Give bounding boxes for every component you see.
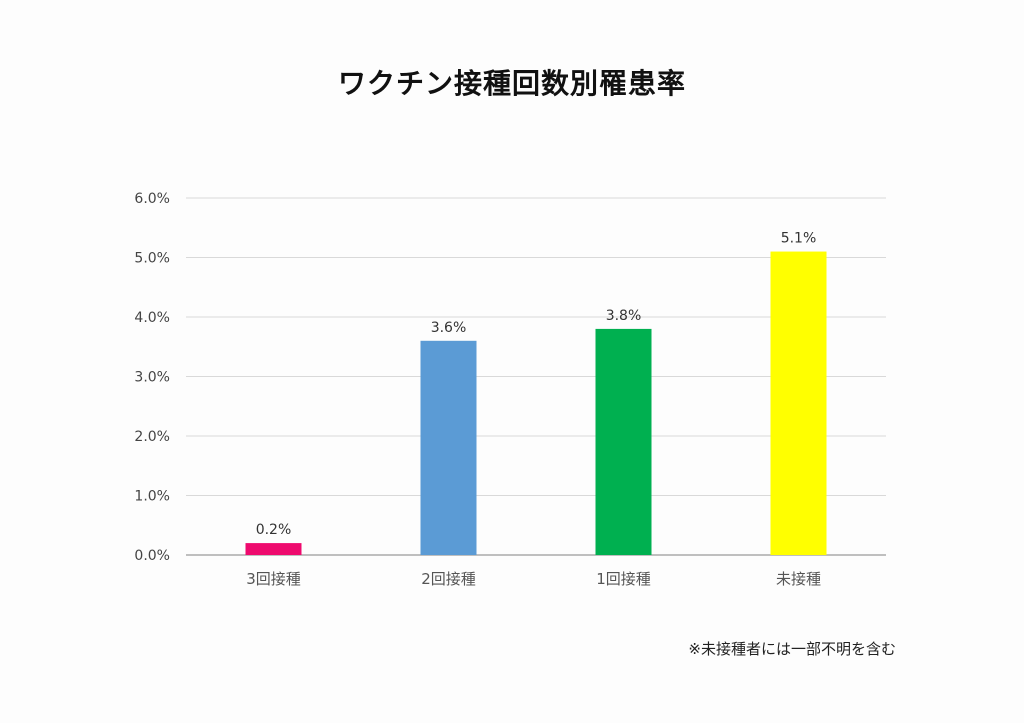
x-tick-label: 1回接種 (596, 570, 651, 588)
bar (595, 328, 652, 555)
y-tick-label: 1.0% (134, 489, 170, 505)
bar (770, 251, 827, 556)
data-label: 3.8% (606, 308, 642, 324)
chart-title: ワクチン接種回数別罹患率 (337, 67, 686, 100)
chart-footnote: ※未接種者には一部不明を含む (688, 640, 896, 658)
data-label: 5.1% (781, 231, 817, 247)
y-tick-label: 2.0% (134, 429, 170, 445)
data-label: 0.2% (256, 522, 292, 538)
bar (245, 543, 302, 555)
x-tick-label: 2回接種 (421, 570, 476, 588)
bar (420, 340, 477, 555)
y-tick-label: 5.0% (134, 251, 170, 267)
y-tick-label: 6.0% (134, 191, 170, 207)
y-tick-label: 3.0% (134, 370, 170, 386)
data-label: 3.6% (431, 320, 467, 336)
y-tick-label: 0.0% (134, 548, 170, 564)
x-tick-label: 3回接種 (246, 570, 301, 588)
x-tick-label: 未接種 (776, 570, 821, 588)
y-tick-label: 4.0% (134, 310, 170, 326)
